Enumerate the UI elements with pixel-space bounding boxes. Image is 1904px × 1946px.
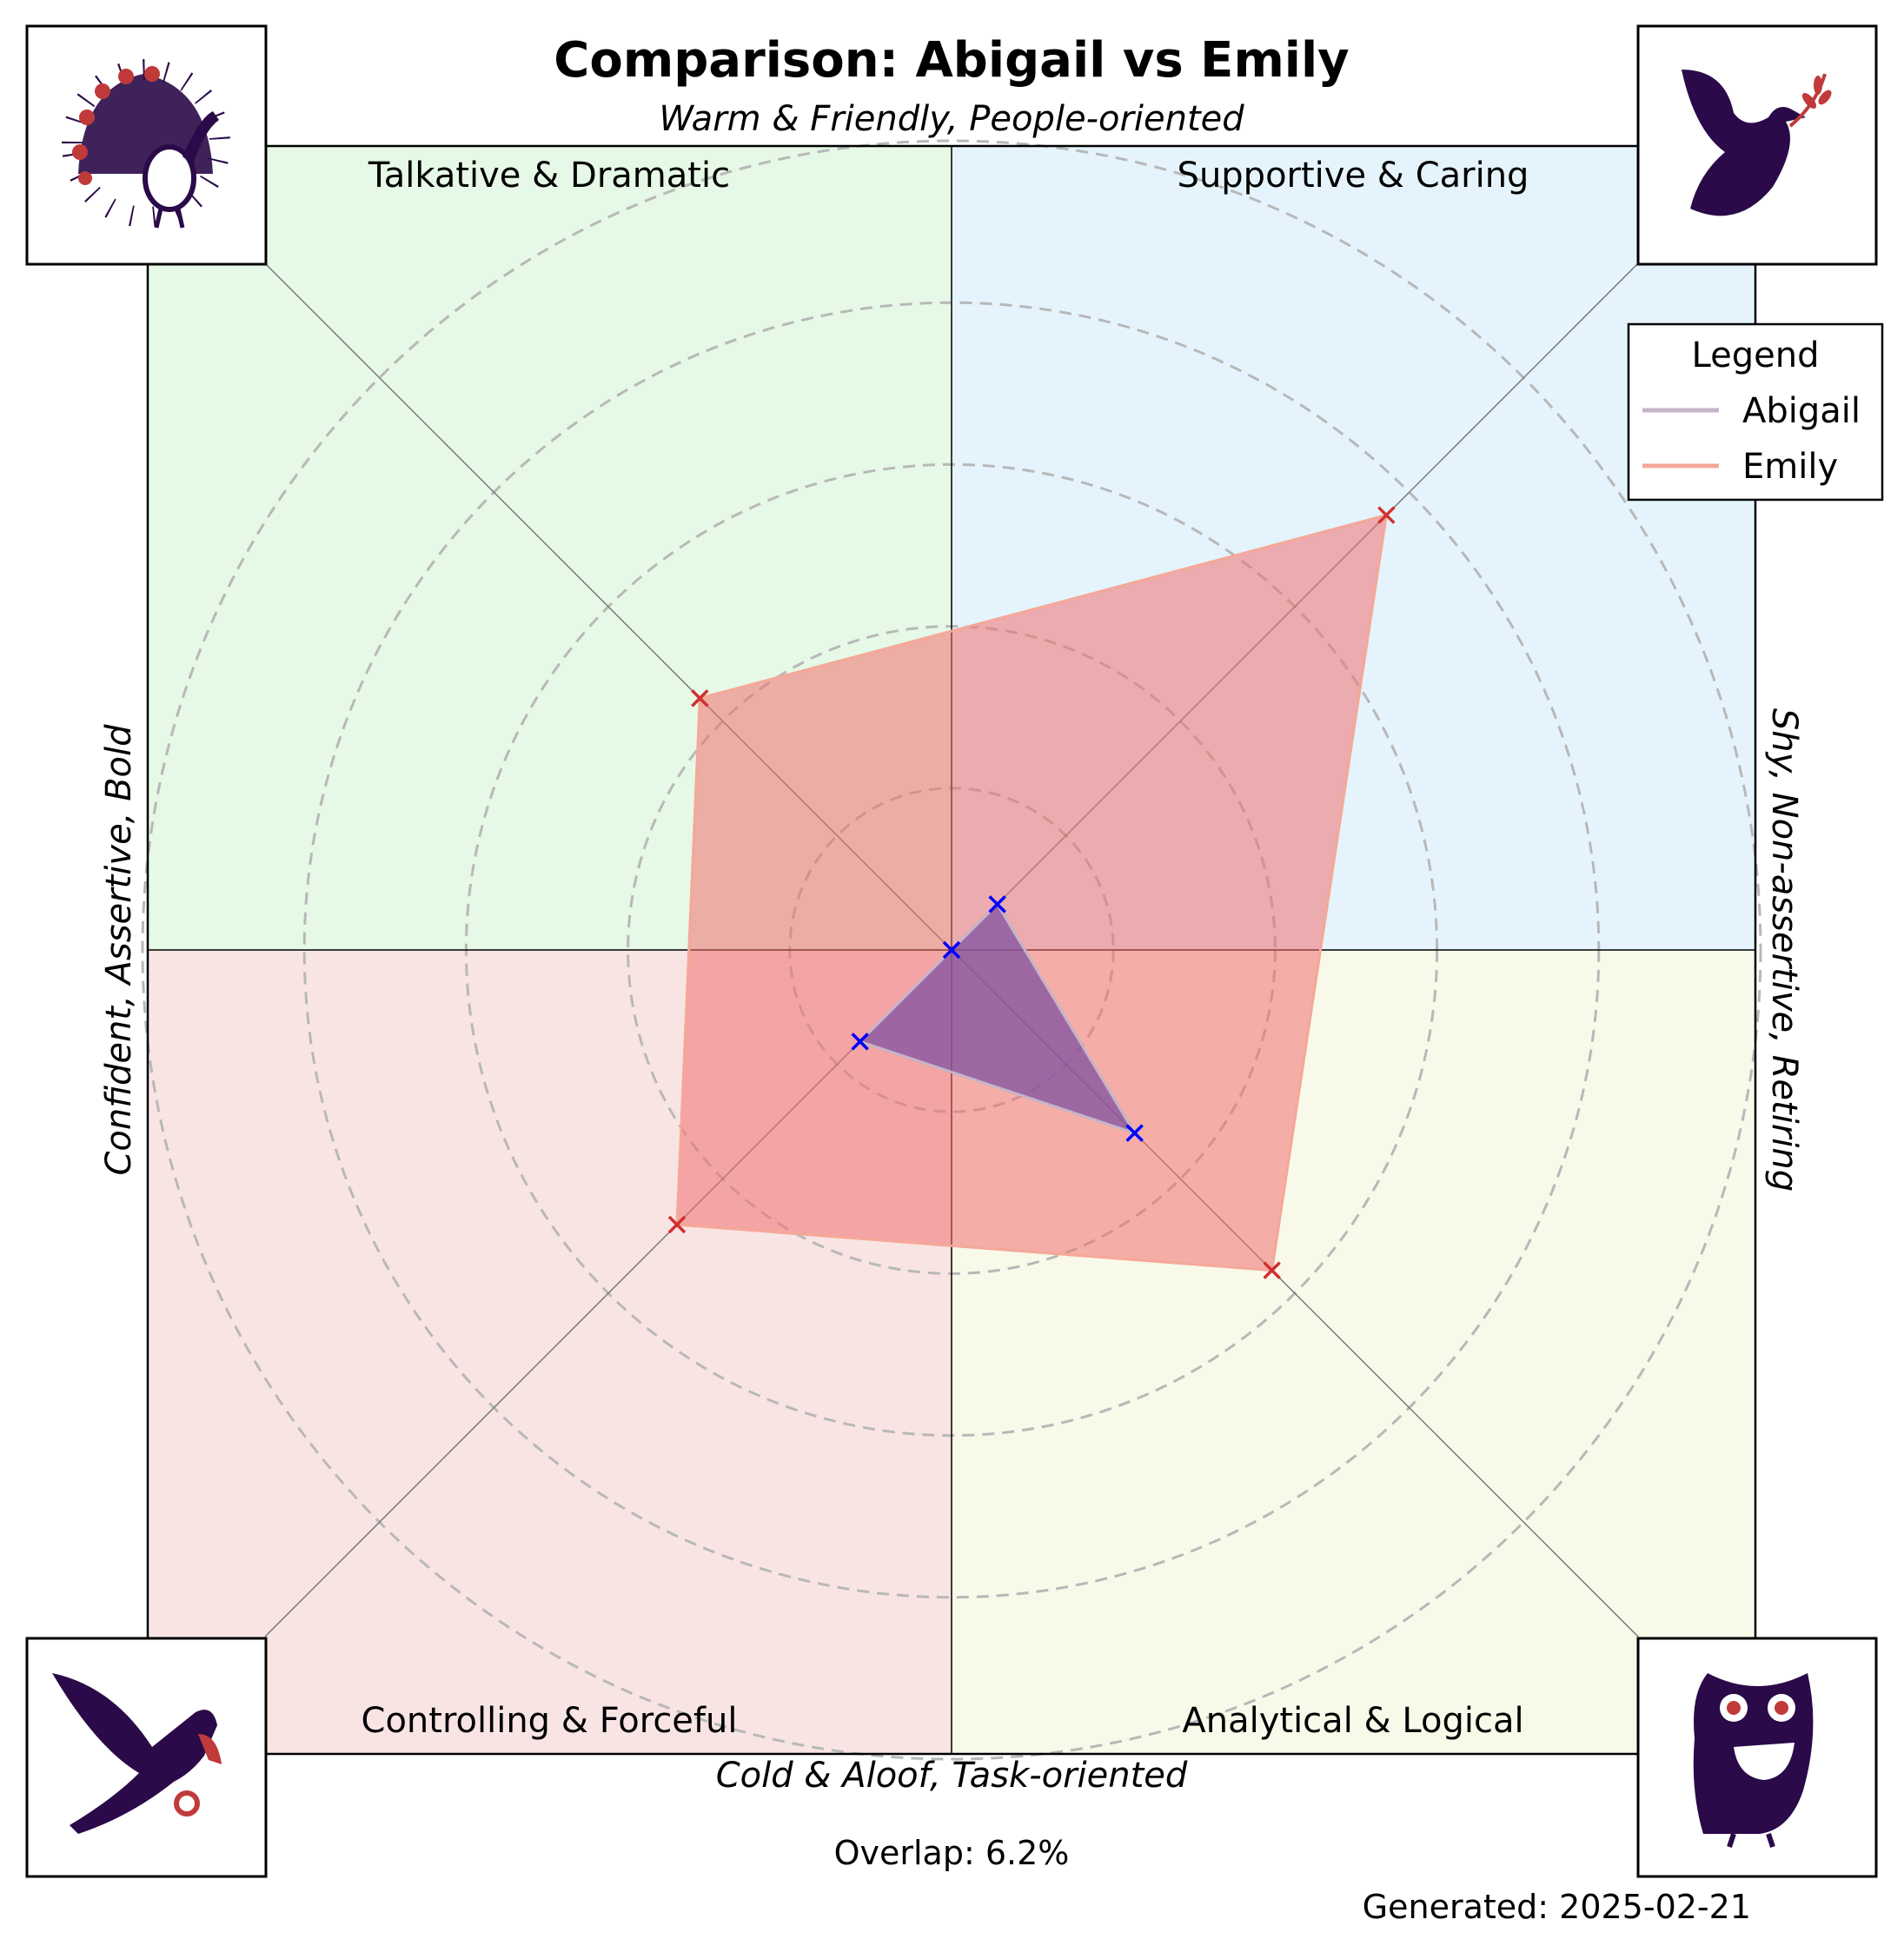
eagle-icon: [52, 1673, 222, 1834]
marker-emily-1: [1377, 506, 1396, 524]
legend: Legend Abigail Emily: [1627, 322, 1884, 501]
marker-abigail-2: [1125, 1124, 1144, 1142]
marker-abigail-3: [851, 1033, 869, 1051]
legend-label-abigail: Abigail: [1742, 391, 1861, 431]
dove-icon-box: [1636, 24, 1878, 266]
marker-abigail-0: [942, 940, 961, 960]
marker-emily-2: [1263, 1261, 1281, 1279]
owl-icon-box: [1636, 1637, 1878, 1878]
owl-icon: [1693, 1673, 1814, 1848]
series-layer: [667, 506, 1396, 1279]
peacock-icon-box: [25, 24, 268, 266]
quadrant-label-controlling: Controlling & Forceful: [362, 1701, 738, 1741]
legend-title: Legend: [1692, 335, 1820, 375]
axis-label-bottom: Cold & Aloof, Task-oriented: [716, 1756, 1188, 1796]
marker-emily-3: [667, 1215, 687, 1234]
axis-label-top: Warm & Friendly, People-oriented: [659, 99, 1244, 139]
generated-date: Generated: 2025-02-21: [1363, 1888, 1751, 1926]
dove-icon: [1682, 70, 1832, 216]
axis-label-right: Shy, Non-assertive, Retiring: [1764, 708, 1804, 1192]
legend-label-emily: Emily: [1742, 447, 1838, 487]
eagle-icon-box: [25, 1637, 268, 1878]
overlap-text: Overlap: 6.2%: [834, 1834, 1070, 1872]
marker-emily-0: [691, 689, 709, 707]
plot-frame: [146, 144, 1757, 1756]
peacock-icon: [62, 59, 230, 229]
chart-title: Comparison: Abigail vs Emily: [554, 32, 1349, 89]
quadrant-label-talkative: Talkative & Dramatic: [368, 156, 730, 196]
quadrant-label-supportive: Supportive & Caring: [1178, 156, 1529, 196]
marker-abigail-1: [988, 895, 1006, 913]
axis-label-left: Confident, Assertive, Bold: [99, 724, 139, 1176]
grid-ring-10: [141, 139, 1762, 1761]
quadrant-label-analytical: Analytical & Logical: [1182, 1701, 1523, 1741]
